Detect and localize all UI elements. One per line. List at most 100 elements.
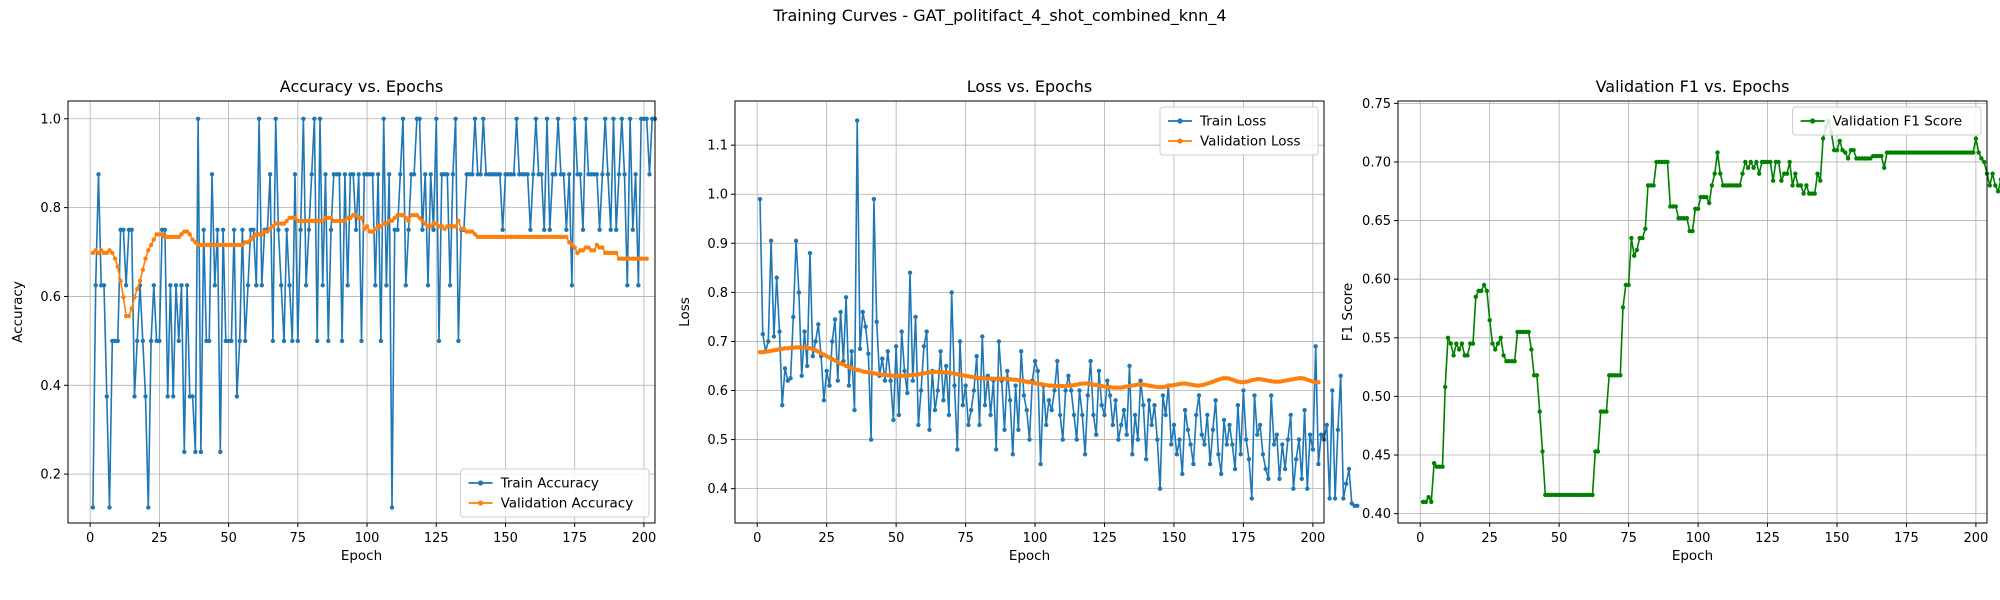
data-point (234, 394, 240, 399)
data-point (1745, 165, 1751, 170)
data-point (1199, 432, 1204, 437)
data-point (151, 237, 156, 242)
data-point (1252, 393, 1257, 398)
data-point (1180, 471, 1185, 477)
data-point (420, 218, 425, 224)
data-point (370, 229, 375, 234)
data-point (824, 368, 829, 374)
data-point (1754, 159, 1759, 165)
data-point (1291, 486, 1296, 491)
data-point (209, 172, 215, 177)
data-point (309, 172, 314, 177)
data-point (793, 238, 799, 243)
data-point (544, 116, 550, 122)
data-point (1238, 452, 1243, 457)
data-point (771, 334, 777, 339)
data-point (126, 313, 132, 319)
data-point (381, 116, 386, 122)
data-point (1990, 171, 1995, 176)
x-tick-label: 200 (1963, 531, 1988, 546)
data-point (1673, 204, 1678, 209)
data-point (447, 283, 453, 288)
series-0 (1420, 118, 2000, 505)
data-point (140, 267, 145, 272)
data-point (1629, 235, 1634, 241)
y-tick-label: 0.6 (707, 384, 728, 399)
data-point (1979, 156, 1984, 161)
data-point (946, 412, 952, 418)
data-point (148, 242, 154, 248)
data-point (1091, 412, 1096, 418)
legend-marker (1177, 118, 1183, 124)
data-point (791, 314, 796, 320)
data-point (1540, 449, 1545, 454)
data-point (112, 256, 118, 261)
data-point (1021, 393, 1027, 398)
data-point (240, 227, 245, 232)
data-point (1024, 407, 1029, 413)
data-point (351, 172, 356, 177)
data-point (1019, 349, 1024, 354)
data-point (1684, 216, 1690, 221)
data-point (619, 116, 624, 122)
data-point (121, 227, 126, 232)
data-point (135, 286, 140, 292)
data-point (1834, 148, 1840, 153)
data-point (1282, 466, 1288, 472)
data-point (168, 283, 173, 288)
data-point (1618, 373, 1623, 378)
data-point (1620, 305, 1626, 310)
data-point (616, 172, 622, 177)
y-tick-label: 0.45 (1362, 449, 1391, 464)
data-point (306, 227, 312, 232)
data-point (1526, 329, 1531, 335)
data-point (1316, 380, 1321, 385)
data-point (860, 309, 865, 315)
data-point (1138, 378, 1143, 383)
data-point (1798, 183, 1804, 188)
data-point (132, 295, 137, 300)
data-point (1010, 452, 1015, 457)
data-point (633, 172, 638, 177)
data-point (472, 232, 478, 237)
data-point (1246, 457, 1252, 462)
data-point (977, 422, 982, 428)
data-point (259, 283, 264, 288)
data-point (428, 172, 433, 177)
data-point (425, 283, 431, 288)
data-point (777, 329, 782, 334)
data-point (373, 283, 378, 288)
data-point (591, 248, 597, 253)
data-point (1194, 412, 1199, 418)
data-point (1445, 335, 1451, 340)
data-point (1294, 457, 1299, 462)
data-point (572, 245, 577, 250)
data-point (980, 334, 985, 339)
data-point (531, 172, 536, 177)
data-point (902, 368, 907, 374)
data-point (265, 229, 270, 234)
data-point (1737, 183, 1742, 188)
data-point (434, 221, 439, 226)
y-tick-label: 0.50 (1362, 390, 1391, 405)
data-point (805, 363, 810, 369)
data-point (1845, 156, 1851, 161)
series-1 (90, 213, 649, 319)
x-axis-label: Epoch (1009, 548, 1050, 564)
data-point (129, 306, 134, 311)
data-point (580, 248, 586, 253)
data-point (428, 224, 433, 229)
data-point (1818, 178, 1823, 183)
data-point (1429, 499, 1434, 505)
data-point (389, 505, 395, 510)
data-point (1191, 461, 1196, 467)
data-point (1244, 437, 1249, 442)
data-point (863, 324, 868, 329)
data-point (1801, 191, 1806, 196)
data-point (611, 116, 616, 122)
data-point (1590, 492, 1595, 498)
data-point (1032, 358, 1038, 364)
data-point (644, 116, 649, 122)
data-point (301, 116, 306, 122)
data-point (417, 215, 422, 220)
